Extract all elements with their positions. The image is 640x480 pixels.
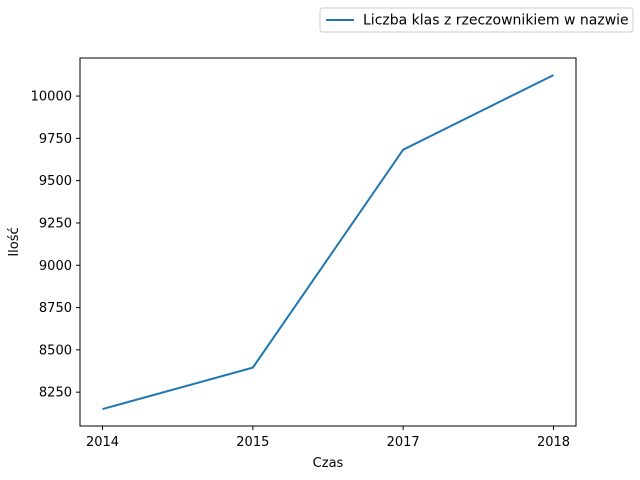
x-tick-label: 2015 [236, 435, 269, 450]
y-tick-label: 9000 [39, 259, 72, 274]
x-tick-label: 2014 [86, 435, 119, 450]
y-axis: 8250 8500 8750 9000 9250 9500 9750 10000 [31, 90, 80, 401]
series-line [102, 74, 554, 411]
x-axis: 2014 2015 2017 2018 [86, 426, 570, 450]
plot-area [79, 57, 577, 427]
y-tick-label: 8750 [39, 301, 72, 316]
legend: Liczba klas z rzeczownikiem w nazwie [319, 7, 634, 33]
y-tick-label: 8500 [39, 343, 72, 358]
legend-box [319, 7, 634, 33]
x-tick-label: 2018 [537, 435, 570, 450]
y-tick-label: 9750 [39, 132, 72, 147]
series-group [102, 74, 554, 411]
y-tick-label: 9250 [39, 216, 72, 231]
y-axis-label: Ilość [7, 227, 22, 256]
y-tick-label: 10000 [31, 90, 72, 105]
y-tick-label: 8250 [39, 386, 72, 401]
x-axis-label: Czas [313, 456, 344, 471]
x-tick-label: 2017 [387, 435, 420, 450]
y-tick-label: 9500 [39, 174, 72, 189]
legend-label: Liczba klas z rzeczownikiem w nazwie [363, 13, 629, 29]
